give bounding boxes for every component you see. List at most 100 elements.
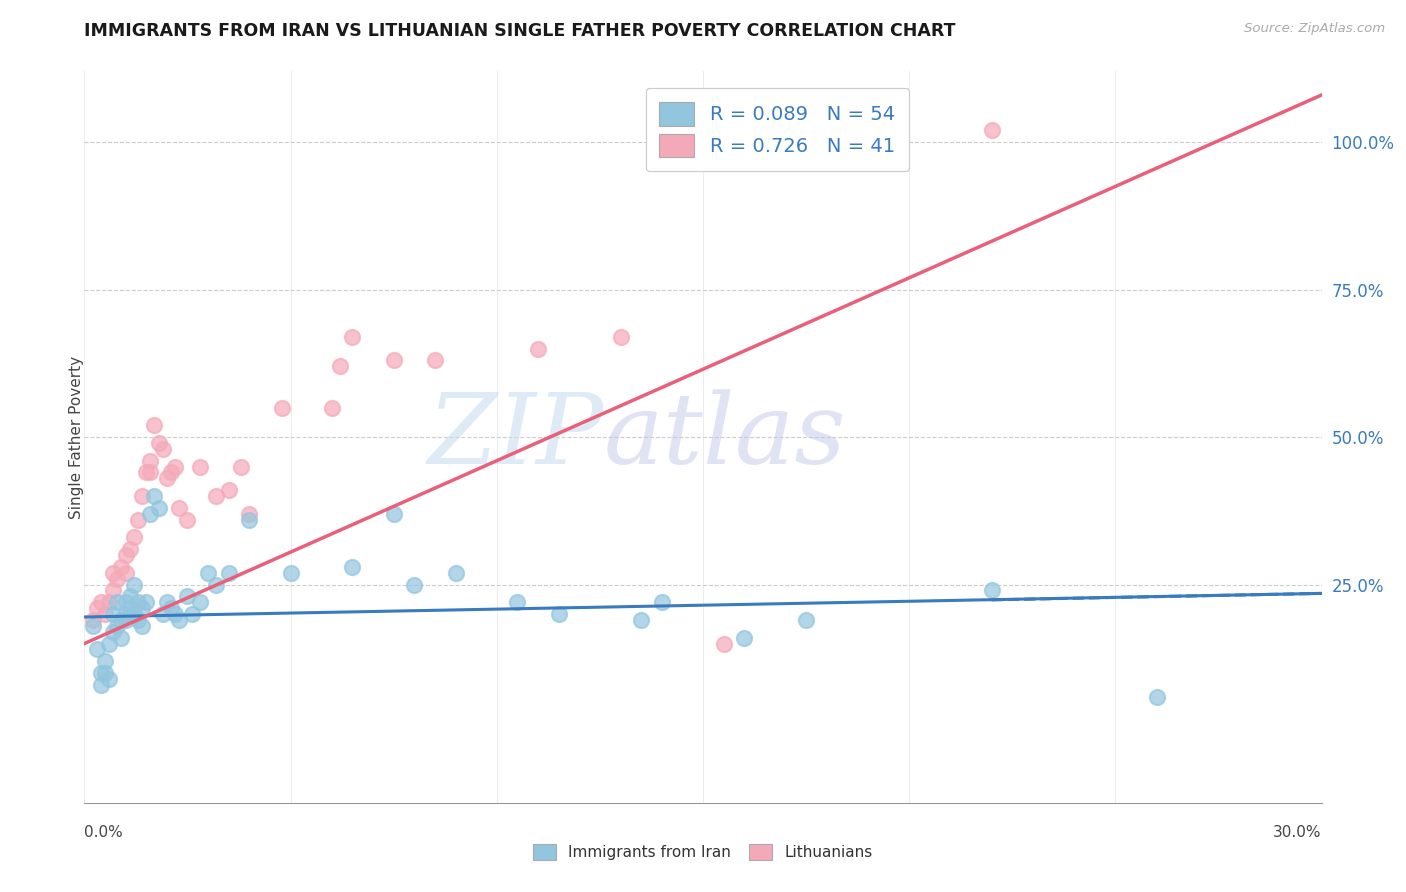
Point [506, 595, 529, 609]
Point [176, 513, 198, 527]
Point [103, 566, 125, 580]
Point [167, 613, 190, 627]
Point [160, 466, 183, 480]
Point [114, 595, 136, 609]
Point [188, 459, 211, 474]
Point [238, 507, 260, 521]
Point [110, 559, 132, 574]
Point [382, 353, 405, 368]
Point [127, 513, 149, 527]
Point [90, 678, 112, 692]
Point [180, 607, 202, 621]
Text: IMMIGRANTS FROM IRAN VS LITHUANIAN SINGLE FATHER POVERTY CORRELATION CHART: IMMIGRANTS FROM IRAN VS LITHUANIAN SINGL… [84, 22, 956, 40]
Point [122, 607, 145, 621]
Point [94, 666, 117, 681]
Text: 30.0%: 30.0% [1274, 825, 1322, 840]
Point [205, 489, 228, 503]
Point [82, 613, 104, 627]
Point [342, 330, 364, 344]
Point [118, 590, 141, 604]
Point [135, 595, 157, 609]
Point [103, 583, 125, 598]
Point [127, 613, 149, 627]
Point [122, 530, 145, 544]
Text: ZIP: ZIP [427, 390, 605, 484]
Point [148, 500, 170, 515]
Point [382, 507, 405, 521]
Point [90, 595, 112, 609]
Point [156, 471, 179, 485]
Point [342, 559, 364, 574]
Point [103, 607, 125, 621]
Point [218, 483, 240, 498]
Point [423, 353, 446, 368]
Point [94, 654, 117, 668]
Point [135, 466, 157, 480]
Point [733, 631, 755, 645]
Point [105, 595, 128, 609]
Point [114, 607, 136, 621]
Point [280, 566, 302, 580]
Point [98, 672, 121, 686]
Point [90, 666, 112, 681]
Point [82, 619, 104, 633]
Point [86, 601, 108, 615]
Point [86, 642, 108, 657]
Point [980, 583, 1002, 598]
Point [139, 507, 162, 521]
Point [131, 619, 153, 633]
Point [547, 607, 569, 621]
Point [188, 595, 211, 609]
Point [143, 418, 166, 433]
Point [609, 330, 631, 344]
Point [152, 607, 174, 621]
Point [167, 500, 190, 515]
Point [118, 542, 141, 557]
Point [122, 577, 145, 591]
Point [98, 595, 121, 609]
Point [165, 459, 187, 474]
Point [127, 595, 149, 609]
Point [94, 607, 117, 621]
Point [131, 489, 153, 503]
Point [118, 601, 141, 615]
Text: Source: ZipAtlas.com: Source: ZipAtlas.com [1244, 22, 1385, 36]
Point [131, 601, 153, 615]
Point [321, 401, 343, 415]
Point [103, 624, 125, 639]
Point [98, 636, 121, 650]
Point [651, 595, 673, 609]
Point [444, 566, 467, 580]
Point [152, 442, 174, 456]
Legend: R = 0.089   N = 54, R = 0.726   N = 41: R = 0.089 N = 54, R = 0.726 N = 41 [645, 88, 908, 171]
Point [114, 548, 136, 562]
Legend: Immigrants from Iran, Lithuanians: Immigrants from Iran, Lithuanians [527, 838, 879, 866]
Point [176, 590, 198, 604]
Point [238, 513, 260, 527]
Point [980, 123, 1002, 137]
Point [110, 631, 132, 645]
Point [148, 436, 170, 450]
Point [794, 613, 817, 627]
Point [218, 566, 240, 580]
Point [114, 566, 136, 580]
Text: atlas: atlas [605, 390, 846, 484]
Point [156, 595, 179, 609]
Point [713, 636, 735, 650]
Point [105, 619, 128, 633]
Point [110, 613, 132, 627]
Point [143, 489, 166, 503]
Point [205, 577, 228, 591]
Point [105, 572, 128, 586]
Point [165, 607, 187, 621]
Point [630, 613, 652, 627]
Point [404, 577, 426, 591]
Point [1146, 690, 1168, 704]
Point [139, 453, 162, 467]
Point [527, 342, 550, 356]
Y-axis label: Single Father Poverty: Single Father Poverty [69, 356, 83, 518]
Point [329, 359, 352, 374]
Point [229, 459, 252, 474]
Point [139, 466, 162, 480]
Point [197, 566, 219, 580]
